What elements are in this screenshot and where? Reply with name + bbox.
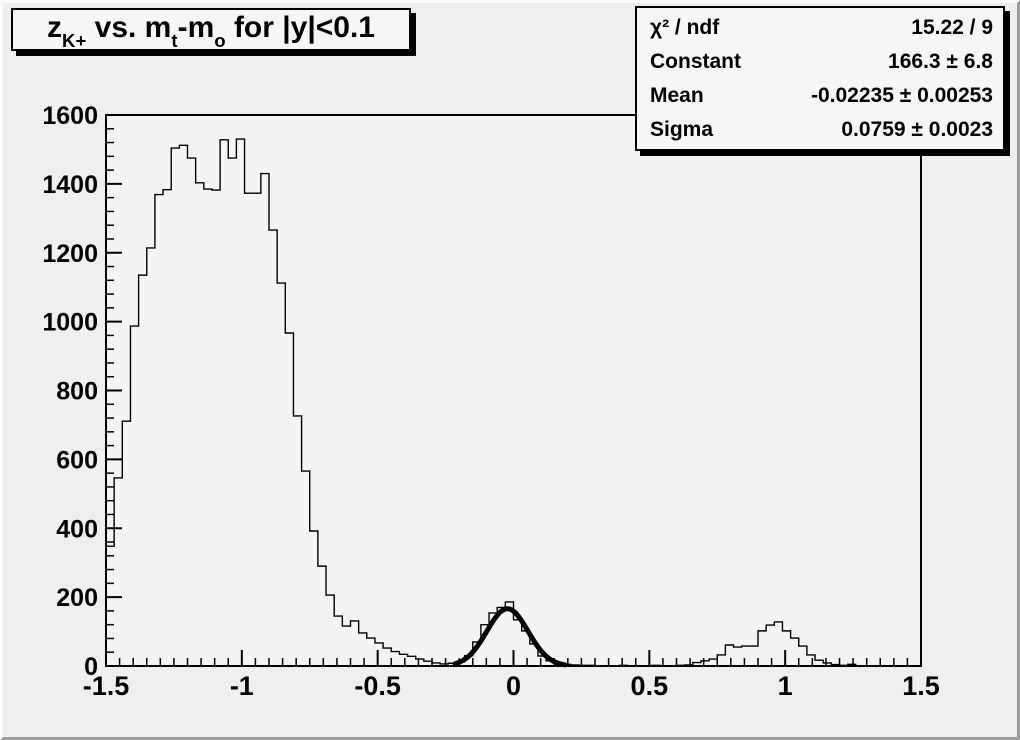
title-subscript: t [171, 29, 178, 51]
stat-label: Constant [650, 50, 741, 74]
title-subscript: o [214, 29, 226, 51]
x-tick-label: 0 [506, 671, 521, 701]
x-tick-label: -1 [230, 671, 254, 701]
page-title: zK+ vs. mt-mo for |y|<0.1 [47, 10, 375, 51]
title-text-segment: -m [177, 10, 215, 44]
y-tick-label: 1000 [42, 309, 98, 337]
fit-curve [452, 606, 568, 668]
title-text-segment: for |y|<0.1 [225, 10, 375, 44]
stats-row: χ² / ndf 15.22 / 9 [650, 17, 993, 38]
plot-frame [105, 114, 922, 667]
title-text-segment: z [47, 10, 63, 44]
y-tick-label: 1400 [42, 171, 98, 199]
axis-labels: -1.5 -1 -0.5 0 0.5 1 1.5 0 200 400 600 800 1000 1200 1… [42, 102, 939, 701]
x-tick-label: 1.5 [902, 671, 940, 701]
y-tick-label: 1200 [42, 240, 98, 268]
plot-svg: -1.5 -1 -0.5 0 0.5 1 1.5 0 200 400 600 800 1000 1200 1… [42, 102, 939, 701]
stats-row: Sigma 0.0759 ± 0.0023 [650, 119, 993, 140]
x-tick-label: 1 [778, 671, 793, 701]
y-tick-label: 800 [56, 378, 98, 406]
stat-label: Sigma [650, 117, 714, 141]
y-tick-label: 1600 [42, 102, 98, 130]
stats-box: χ² / ndf 15.22 / 9 Constant 166.3 ± 6.8 Mean… [635, 6, 1005, 151]
stat-value: 166.3 ± 6.8 [888, 50, 993, 74]
y-tick-label: 600 [56, 446, 98, 474]
x-tick-label: -1.5 [83, 671, 130, 701]
x-tick-label: -0.5 [354, 671, 401, 701]
stats-row: Constant 166.3 ± 6.8 [650, 51, 993, 72]
stat-value: 15.22 / 9 [911, 16, 993, 40]
title-subscript: K+ [62, 29, 87, 51]
stat-value: -0.02235 ± 0.00253 [810, 83, 993, 107]
stat-label: Mean [650, 83, 704, 107]
title-text-segment: vs. m [86, 10, 172, 44]
y-tick-label: 200 [56, 584, 98, 612]
y-tick-label: 0 [84, 653, 98, 681]
y-tick-label: 400 [56, 515, 98, 543]
stat-label: χ² / ndf [650, 16, 720, 40]
stat-value: 0.0759 ± 0.0023 [841, 117, 993, 141]
title-box: zK+ vs. mt-mo for |y|<0.1 [11, 8, 411, 51]
stats-row: Mean -0.02235 ± 0.00253 [650, 85, 993, 106]
x-tick-label: 0.5 [631, 671, 669, 701]
